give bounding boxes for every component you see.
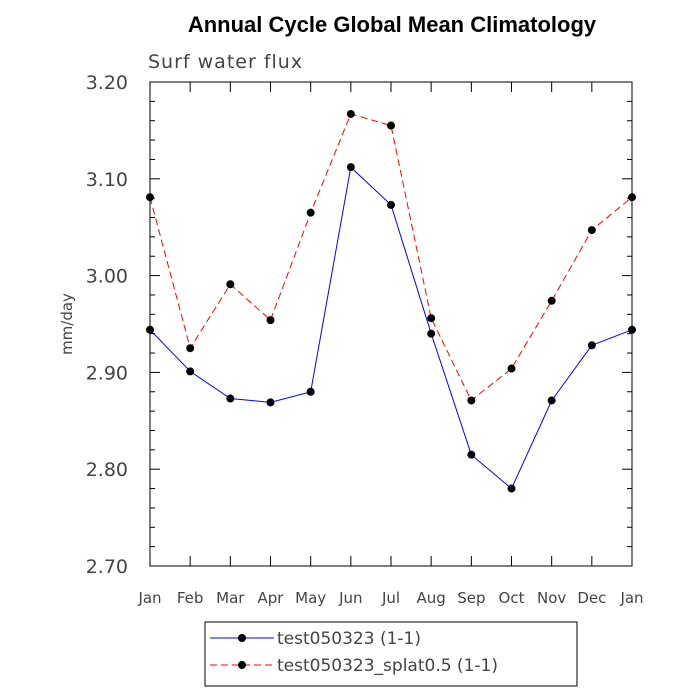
chart-title: Annual Cycle Global Mean Climatology	[188, 12, 597, 37]
x-tick-label: Mar	[216, 589, 245, 607]
chart-subtitle: Surf water flux	[148, 51, 303, 73]
data-point-0	[547, 396, 556, 405]
x-tick-label: Jan	[619, 589, 643, 607]
y-tick-label: 2.70	[86, 556, 128, 578]
legend-label-1: test050323_splat0.5 (1-1)	[277, 656, 498, 676]
x-tick-label: Nov	[537, 589, 566, 607]
data-point-1	[507, 364, 516, 373]
data-point-1	[587, 226, 596, 235]
series-line-0	[149, 166, 633, 490]
x-tick-label: Jan	[137, 589, 161, 607]
data-point-0	[266, 398, 275, 407]
x-tick-label: Apr	[258, 589, 285, 607]
series-line-1	[149, 113, 633, 402]
x-tick-label: Feb	[177, 589, 204, 607]
y-axis-label: mm/day	[58, 293, 76, 355]
data-point-1	[467, 396, 476, 405]
data-point-0	[226, 394, 235, 403]
x-tick-labels: Jan Feb Mar Apr May Jun Jul Aug Sep Oct Nov Dec Jan	[137, 589, 643, 607]
x-tick-label: May	[295, 589, 326, 607]
data-point-0	[346, 163, 355, 172]
y-tick-label: 2.80	[86, 459, 128, 481]
data-point-1	[387, 121, 395, 130]
legend-label-0: test050323 (1-1)	[277, 629, 421, 649]
x-tick-label: Sep	[457, 589, 485, 607]
x-tick-label: Oct	[499, 589, 525, 607]
data-point-1	[226, 280, 235, 289]
data-point-0	[587, 341, 596, 350]
y-tick-labels: 2.70 2.80 2.90 3.00 3.10 3.20	[86, 72, 128, 578]
data-point-0	[186, 367, 195, 376]
data-point-0	[306, 387, 315, 396]
x-tick-label: Jun	[338, 589, 362, 607]
data-point-1	[547, 296, 556, 305]
x-tick-label: Dec	[577, 589, 606, 607]
x-tick-label: Jul	[381, 589, 400, 607]
legend-box	[204, 621, 578, 687]
legend: test050323 (1-1) test050323_splat0.5 (1-…	[204, 621, 578, 687]
plot-frame	[149, 81, 633, 567]
data-point-1	[186, 344, 195, 353]
data-point-0	[387, 200, 395, 209]
data-point-1	[427, 314, 436, 323]
data-point-1	[306, 208, 315, 217]
y-tick-label: 2.90	[86, 362, 128, 384]
legend-marker-1	[238, 661, 246, 669]
series-group	[146, 109, 636, 493]
data-point-0	[467, 450, 476, 459]
data-point-0	[507, 484, 516, 493]
x-tick-label: Aug	[417, 589, 446, 607]
y-tick-label: 3.10	[86, 169, 128, 191]
legend-marker-0	[238, 634, 246, 642]
data-point-1	[266, 316, 275, 325]
data-point-0	[427, 329, 436, 338]
y-tick-label: 3.20	[86, 72, 128, 94]
y-tick-label: 3.00	[86, 266, 128, 288]
data-point-1	[346, 109, 355, 118]
axis-ticks	[149, 81, 633, 567]
